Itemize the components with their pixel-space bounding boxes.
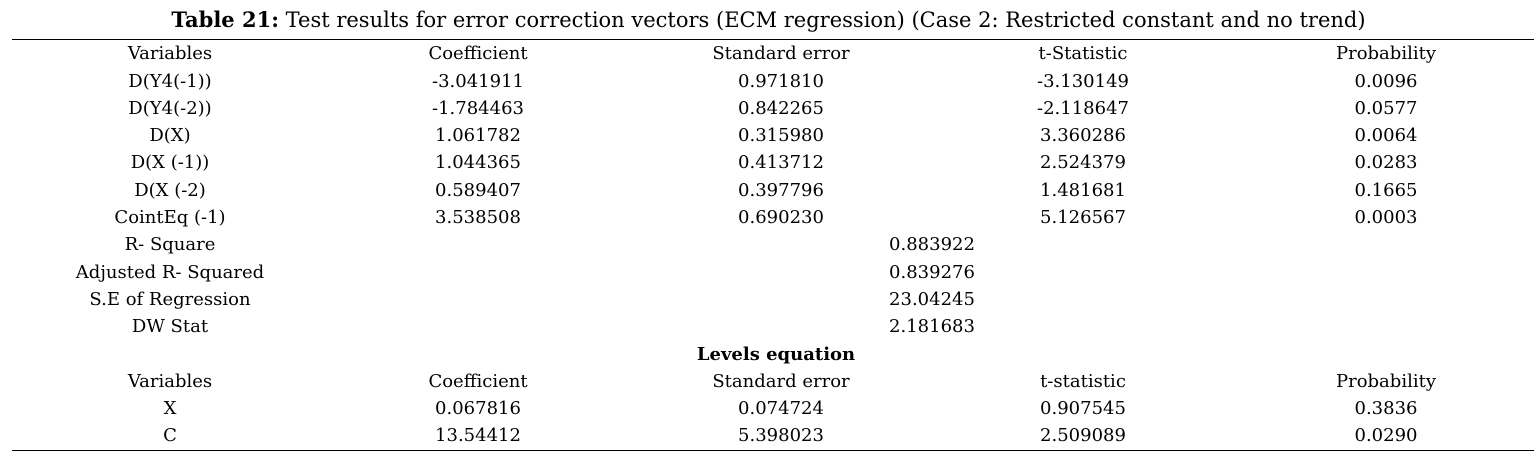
- levels-header-row: Variables Coefficient Standard error t-s…: [0, 368, 1537, 395]
- header-variables: Variables: [127, 371, 213, 392]
- probability-cell: 0.1665: [1354, 180, 1418, 201]
- probability-cell: 0.0064: [1354, 125, 1418, 146]
- stat-value: 23.04245: [889, 289, 975, 310]
- t-stat-cell: 3.360286: [1040, 125, 1126, 146]
- std-error-cell: 0.690230: [738, 207, 824, 228]
- levels-equation-heading: Levels equation: [696, 344, 856, 365]
- t-stat-cell: 2.509089: [1040, 425, 1126, 446]
- stat-value: 0.839276: [889, 262, 975, 283]
- std-error-cell: 0.971810: [738, 71, 824, 92]
- probability-cell: 0.0283: [1354, 152, 1418, 173]
- caption-text: Test results for error correction vector…: [278, 8, 1366, 32]
- std-error-cell: 0.397796: [738, 180, 824, 201]
- levels-row: X 0.067816 0.074724 0.907545 0.3836: [0, 395, 1537, 422]
- stat-row: S.E of Regression 23.04245: [0, 286, 1537, 313]
- coefficient-cell: 1.044365: [435, 152, 521, 173]
- stat-row: DW Stat 2.181683: [0, 313, 1537, 340]
- caption-label: Table 21:: [171, 7, 279, 32]
- header-probability: Probability: [1335, 43, 1436, 64]
- probability-cell: 0.0577: [1354, 98, 1418, 119]
- table-row: D(X (-1)) 1.044365 0.413712 2.524379 0.0…: [0, 149, 1537, 176]
- stat-label: R- Square: [124, 234, 216, 255]
- header-coefficient: Coefficient: [428, 371, 528, 392]
- table-row: D(X (-2) 0.589407 0.397796 1.481681 0.16…: [0, 177, 1537, 204]
- variable-cell: D(Y4(-2)): [128, 98, 212, 119]
- header-coefficient: Coefficient: [428, 43, 528, 64]
- levels-row: C 13.54412 5.398023 2.509089 0.0290: [0, 422, 1537, 449]
- std-error-cell: 0.842265: [738, 98, 824, 119]
- header-t-statistic: t-statistic: [1040, 371, 1126, 392]
- t-stat-cell: 2.524379: [1040, 152, 1126, 173]
- header-probability: Probability: [1335, 371, 1436, 392]
- table-row: D(Y4(-1)) -3.041911 0.971810 -3.130149 0…: [0, 68, 1537, 95]
- t-stat-cell: 0.907545: [1040, 398, 1126, 419]
- header-standard-error: Standard error: [712, 43, 850, 64]
- header-row: Variables Coefficient Standard error t-S…: [0, 40, 1537, 67]
- probability-cell: 0.3836: [1354, 398, 1418, 419]
- std-error-cell: 0.074724: [738, 398, 824, 419]
- top-rule: [12, 39, 1534, 40]
- stat-row: R- Square 0.883922: [0, 231, 1537, 258]
- probability-cell: 0.0003: [1354, 207, 1418, 228]
- variable-cell: CointEq (-1): [114, 207, 226, 228]
- coefficient-cell: -3.041911: [432, 71, 524, 92]
- std-error-cell: 0.315980: [738, 125, 824, 146]
- table-row: D(X) 1.061782 0.315980 3.360286 0.0064: [0, 122, 1537, 149]
- t-stat-cell: -2.118647: [1037, 98, 1129, 119]
- stat-label: DW Stat: [131, 316, 209, 337]
- stat-label: Adjusted R- Squared: [75, 262, 265, 283]
- probability-cell: 0.0290: [1354, 425, 1418, 446]
- stat-label: S.E of Regression: [89, 289, 251, 310]
- coefficient-cell: 0.067816: [435, 398, 521, 419]
- t-stat-cell: 5.126567: [1040, 207, 1126, 228]
- stat-value: 0.883922: [889, 234, 975, 255]
- std-error-cell: 0.413712: [738, 152, 824, 173]
- t-stat-cell: 1.481681: [1040, 180, 1126, 201]
- stat-value: 2.181683: [889, 316, 975, 337]
- table-row: D(Y4(-2)) -1.784463 0.842265 -2.118647 0…: [0, 95, 1537, 122]
- variable-cell: D(X (-1)): [130, 152, 210, 173]
- std-error-cell: 5.398023: [738, 425, 824, 446]
- coefficient-cell: 1.061782: [435, 125, 521, 146]
- probability-cell: 0.0096: [1354, 71, 1418, 92]
- header-variables: Variables: [127, 43, 213, 64]
- variable-cell: D(Y4(-1)): [128, 71, 212, 92]
- t-stat-cell: -3.130149: [1037, 71, 1129, 92]
- table-row: CointEq (-1) 3.538508 0.690230 5.126567 …: [0, 204, 1537, 231]
- variable-cell: X: [163, 398, 177, 419]
- variable-cell: D(X (-2): [134, 180, 206, 201]
- header-t-statistic: t-Statistic: [1038, 43, 1128, 64]
- variable-cell: D(X): [149, 125, 191, 146]
- coefficient-cell: 3.538508: [435, 207, 521, 228]
- table-caption: Table 21: Test results for error correct…: [0, 7, 1537, 33]
- bottom-rule: [12, 450, 1534, 451]
- coefficient-cell: 13.54412: [435, 425, 521, 446]
- stat-row: Adjusted R- Squared 0.839276: [0, 259, 1537, 286]
- coefficient-cell: 0.589407: [435, 180, 521, 201]
- variable-cell: C: [163, 425, 177, 446]
- coefficient-cell: -1.784463: [432, 98, 524, 119]
- header-standard-error: Standard error: [712, 371, 850, 392]
